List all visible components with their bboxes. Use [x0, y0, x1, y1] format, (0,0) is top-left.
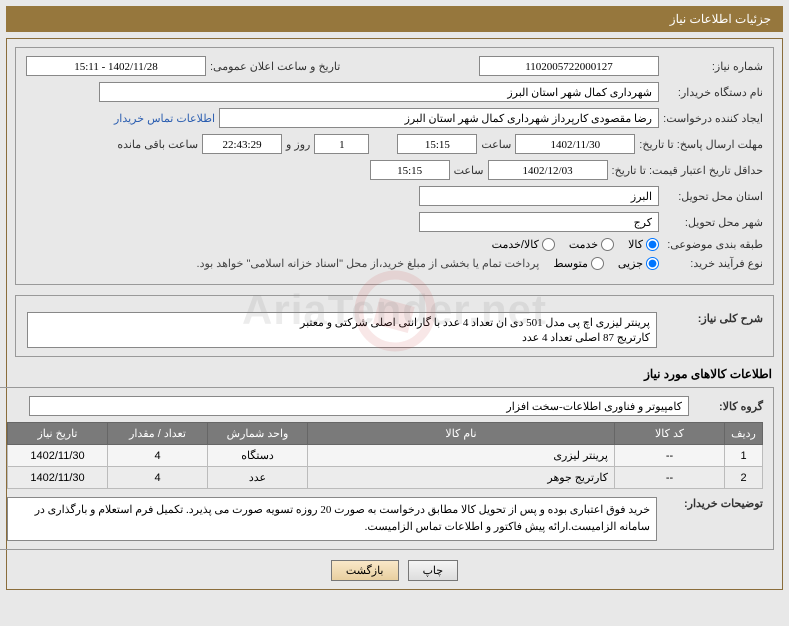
goods-group-value: کامپیوتر و فناوری اطلاعات-سخت افزار	[29, 396, 689, 416]
time-label-2: ساعت	[454, 164, 484, 177]
remain-label: ساعت باقی مانده	[117, 138, 198, 151]
cell-qty: 4	[108, 445, 208, 467]
page-title-bar: جزئیات اطلاعات نیاز	[6, 6, 783, 32]
button-row: چاپ بازگشت	[15, 560, 774, 581]
requester-value: رضا مقصودی کارپرداز شهرداری کمال شهر است…	[219, 108, 659, 128]
purchase-note: پرداخت تمام یا بخشی از مبلغ خرید،از محل …	[197, 257, 540, 270]
cell-date: 1402/11/30	[8, 467, 108, 489]
contact-link[interactable]: اطلاعات تماس خریدار	[114, 112, 215, 125]
city-value: کرج	[419, 212, 659, 232]
table-row: 1--پرینتر لیزریدستگاه41402/11/30	[8, 445, 763, 467]
cell-code: --	[615, 467, 725, 489]
radio-medium[interactable]: متوسط	[553, 257, 604, 270]
announce-value: 1402/11/28 - 15:11	[26, 56, 206, 76]
cell-name: پرینتر لیزری	[308, 445, 615, 467]
radio-goods[interactable]: کالا	[628, 238, 659, 251]
summary-text: پرینتر لیزری اچ پی مدل 501 دی ان تعداد 4…	[27, 312, 657, 348]
days-label: روز و	[286, 138, 310, 151]
th-row: ردیف	[725, 423, 763, 445]
th-name: نام کالا	[308, 423, 615, 445]
radio-service[interactable]: خدمت	[569, 238, 614, 251]
days-left: 1	[314, 134, 369, 154]
cell-name: کارتریج جوهر	[308, 467, 615, 489]
purchase-type-group: جزیی متوسط	[553, 257, 659, 270]
th-date: تاریخ نیاز	[8, 423, 108, 445]
summary-label: شرح کلی نیاز:	[663, 312, 763, 325]
print-button[interactable]: چاپ	[408, 560, 459, 581]
buyer-notes-text: خرید فوق اعتباری بوده و پس از تحویل کالا…	[7, 497, 657, 541]
buyer-org-label: نام دستگاه خریدار:	[663, 86, 763, 99]
th-qty: تعداد / مقدار	[108, 423, 208, 445]
province-value: البرز	[419, 186, 659, 206]
validity-date: 1402/12/03	[488, 160, 608, 180]
need-no-value: 1102005722000127	[479, 56, 659, 76]
countdown: 22:43:29	[202, 134, 282, 154]
cell-qty: 4	[108, 467, 208, 489]
city-label: شهر محل تحویل:	[663, 216, 763, 229]
goods-fieldset: گروه کالا: کامپیوتر و فناوری اطلاعات-سخت…	[0, 387, 774, 550]
cell-n: 2	[725, 467, 763, 489]
cell-unit: دستگاه	[208, 445, 308, 467]
requester-label: ایجاد کننده درخواست:	[663, 112, 763, 125]
buyer-notes-label: توضیحات خریدار:	[663, 497, 763, 510]
validity-label: حداقل تاریخ اعتبار قیمت: تا تاریخ:	[612, 164, 763, 177]
cell-n: 1	[725, 445, 763, 467]
category-radio-group: کالا خدمت کالا/خدمت	[492, 238, 659, 251]
table-row: 2--کارتریج جوهرعدد41402/11/30	[8, 467, 763, 489]
cell-unit: عدد	[208, 467, 308, 489]
goods-table: ردیف کد کالا نام کالا واحد شمارش تعداد /…	[7, 422, 763, 489]
deadline-time: 15:15	[397, 134, 477, 154]
th-code: کد کالا	[615, 423, 725, 445]
cell-code: --	[615, 445, 725, 467]
time-label-1: ساعت	[481, 138, 511, 151]
back-button[interactable]: بازگشت	[331, 560, 399, 581]
radio-small[interactable]: جزیی	[618, 257, 659, 270]
announce-label: تاریخ و ساعت اعلان عمومی:	[210, 60, 340, 73]
province-label: استان محل تحویل:	[663, 190, 763, 203]
validity-time: 15:15	[370, 160, 450, 180]
page-title: جزئیات اطلاعات نیاز	[670, 12, 771, 26]
deadline-date: 1402/11/30	[515, 134, 635, 154]
goods-group-label: گروه کالا:	[693, 400, 763, 413]
buyer-org-value: شهرداری کمال شهر استان البرز	[99, 82, 659, 102]
purchase-type-label: نوع فرآیند خرید:	[663, 257, 763, 270]
main-container: شماره نیاز: 1102005722000127 تاریخ و ساع…	[6, 38, 783, 590]
info-fieldset: شماره نیاز: 1102005722000127 تاریخ و ساع…	[15, 47, 774, 285]
category-label: طبقه بندی موضوعی:	[663, 238, 763, 251]
cell-date: 1402/11/30	[8, 445, 108, 467]
deadline-label: مهلت ارسال پاسخ: تا تاریخ:	[639, 138, 763, 151]
summary-fieldset: شرح کلی نیاز: پرینتر لیزری اچ پی مدل 501…	[15, 295, 774, 357]
goods-info-title: اطلاعات کالاهای مورد نیاز	[17, 367, 772, 381]
th-unit: واحد شمارش	[208, 423, 308, 445]
need-no-label: شماره نیاز:	[663, 60, 763, 73]
radio-both[interactable]: کالا/خدمت	[492, 238, 555, 251]
